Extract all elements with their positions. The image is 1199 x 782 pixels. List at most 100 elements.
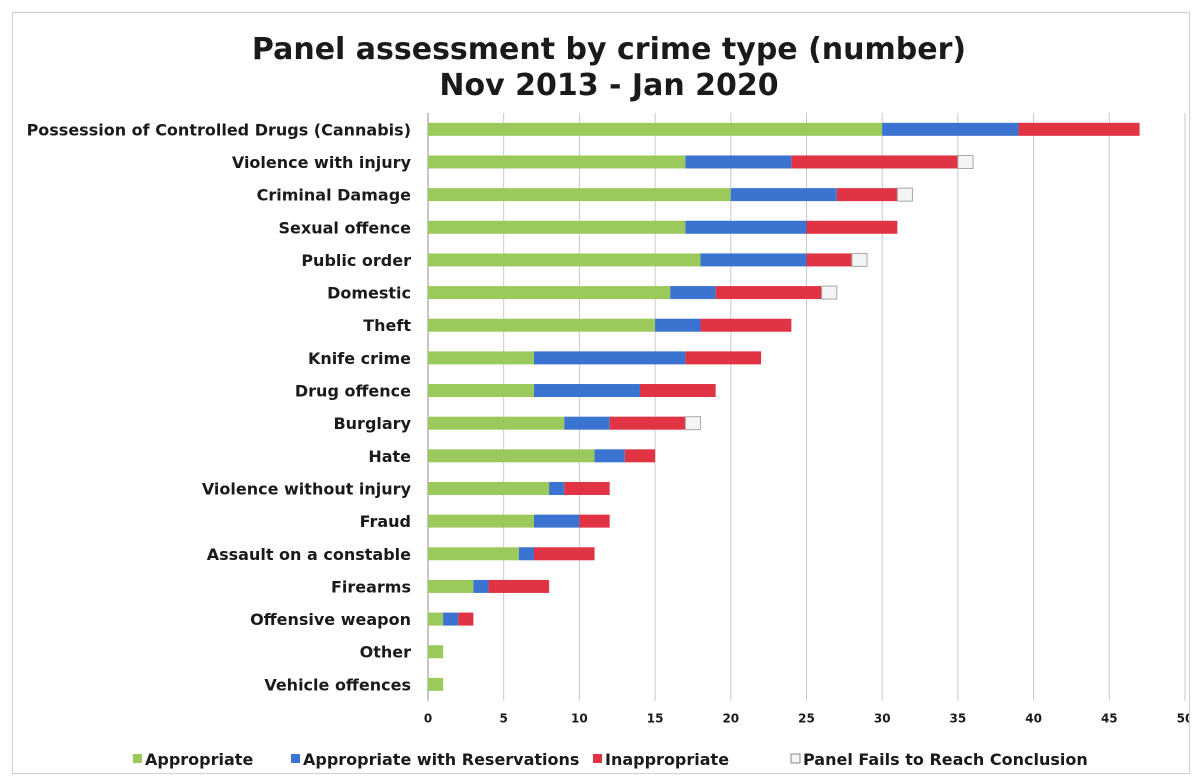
bar-segment xyxy=(836,188,898,202)
bar-segment xyxy=(428,188,731,202)
x-tick-label: 0 xyxy=(424,712,432,726)
bar-segment xyxy=(700,318,792,332)
legend-swatch xyxy=(790,753,801,764)
bar-segment xyxy=(715,286,822,300)
category-label: Sexual offence xyxy=(279,218,412,237)
bar-segment xyxy=(685,155,792,169)
legend-label: Appropriate with Reservations xyxy=(303,750,579,769)
bar-segment xyxy=(806,220,898,234)
bar-segment xyxy=(882,122,1019,136)
bar-segment xyxy=(458,612,474,626)
category-label: Drug offence xyxy=(295,382,411,401)
x-tick-label: 40 xyxy=(1025,712,1042,726)
bar-segment xyxy=(428,253,701,267)
bar-segment xyxy=(685,351,762,365)
category-label: Assault on a constable xyxy=(207,545,411,564)
bar-segment xyxy=(428,384,534,398)
bar-segment xyxy=(428,286,671,300)
bar-segment xyxy=(428,351,534,365)
chart-title: Panel assessment by crime type (number) xyxy=(252,32,966,67)
bar-segment xyxy=(791,155,958,169)
category-label: Firearms xyxy=(331,577,411,596)
bar-segment xyxy=(533,514,580,528)
bar-segment xyxy=(428,612,444,626)
category-label: Violence without injury xyxy=(202,479,412,498)
bar-segment xyxy=(609,416,686,430)
x-tick-label: 15 xyxy=(647,712,664,726)
bar-segment xyxy=(655,318,701,332)
legend: Appropriate Appropriate with Reservations… xyxy=(133,750,1088,769)
bar-segment xyxy=(428,677,444,691)
category-label: Other xyxy=(360,643,411,662)
bar-segment xyxy=(564,416,610,430)
bar-segment xyxy=(700,253,807,267)
bar-segment xyxy=(685,220,807,234)
x-tick-label: 35 xyxy=(950,712,967,726)
category-label: Public order xyxy=(301,251,411,270)
bar-segment xyxy=(549,481,565,495)
x-tick-label: 50 xyxy=(1177,712,1189,726)
bar-segment xyxy=(428,220,686,234)
category-label: Knife crime xyxy=(308,349,411,368)
category-label: Hate xyxy=(368,447,411,466)
chart-frame: Panel assessment by crime type (number) … xyxy=(12,12,1190,774)
bar-segment xyxy=(579,514,610,528)
bar-segment xyxy=(624,449,656,463)
bars-layer xyxy=(428,122,1140,691)
category-label: Theft xyxy=(363,316,411,335)
x-tick-label: 5 xyxy=(500,712,508,726)
category-label: Burglary xyxy=(333,414,411,433)
bar-segment xyxy=(428,155,686,169)
legend-label: Appropriate xyxy=(145,750,253,769)
bar-segment xyxy=(428,318,656,332)
bar-segment xyxy=(443,612,459,626)
bar-segment xyxy=(428,579,474,593)
category-label: Offensive weapon xyxy=(250,610,411,629)
bar-segment xyxy=(594,449,625,463)
category-label: Fraud xyxy=(360,512,411,531)
legend-label: Inappropriate xyxy=(605,750,729,769)
bar-segment xyxy=(518,547,534,561)
bar-segment xyxy=(851,252,868,267)
bar-segment xyxy=(428,645,444,659)
bar-segment xyxy=(428,514,534,528)
legend-swatch xyxy=(593,754,602,763)
category-label: Vehicle offences xyxy=(264,675,411,694)
x-tick-label: 25 xyxy=(798,712,815,726)
bar-segment xyxy=(684,416,702,431)
bar-segment xyxy=(670,286,716,300)
bar-segment xyxy=(488,579,550,593)
chart-svg: Panel assessment by crime type (number) … xyxy=(27,32,1189,769)
bar-segment xyxy=(428,481,550,495)
bar-segment xyxy=(957,154,974,169)
category-label: Violence with injury xyxy=(232,153,412,172)
grid-layer xyxy=(427,113,1186,701)
bar-segment xyxy=(428,547,519,561)
legend-swatch xyxy=(291,754,300,763)
legend-swatch xyxy=(133,754,142,763)
bar-segment xyxy=(533,351,686,365)
bar-segment xyxy=(1018,122,1140,136)
bar-segment xyxy=(896,187,913,202)
category-label: Criminal Damage xyxy=(257,186,412,205)
ticks-layer: 0 5 10 15 20 25 30 35 40 45 50 xyxy=(424,712,1189,726)
bar-segment xyxy=(473,579,489,593)
bar-segment xyxy=(639,384,716,398)
x-tick-label: 30 xyxy=(874,712,891,726)
bar-segment xyxy=(533,547,595,561)
bar-segment xyxy=(730,188,837,202)
bar-segment xyxy=(821,285,838,300)
x-tick-label: 45 xyxy=(1101,712,1118,726)
x-tick-label: 10 xyxy=(571,712,588,726)
bar-segment xyxy=(428,449,595,463)
legend-label: Panel Fails to Reach Conclusion xyxy=(803,750,1088,769)
bar-segment xyxy=(806,253,852,267)
category-label: Possession of Controlled Drugs (Cannabis… xyxy=(27,120,411,139)
bar-segment xyxy=(564,481,610,495)
bar-segment xyxy=(428,122,883,136)
bar-segment xyxy=(533,384,640,398)
bar-segment xyxy=(428,416,565,430)
category-label: Domestic xyxy=(327,284,411,303)
labels-layer: Possession of Controlled Drugs (Cannabis… xyxy=(27,120,412,694)
chart-subtitle: Nov 2013 - Jan 2020 xyxy=(439,68,778,103)
